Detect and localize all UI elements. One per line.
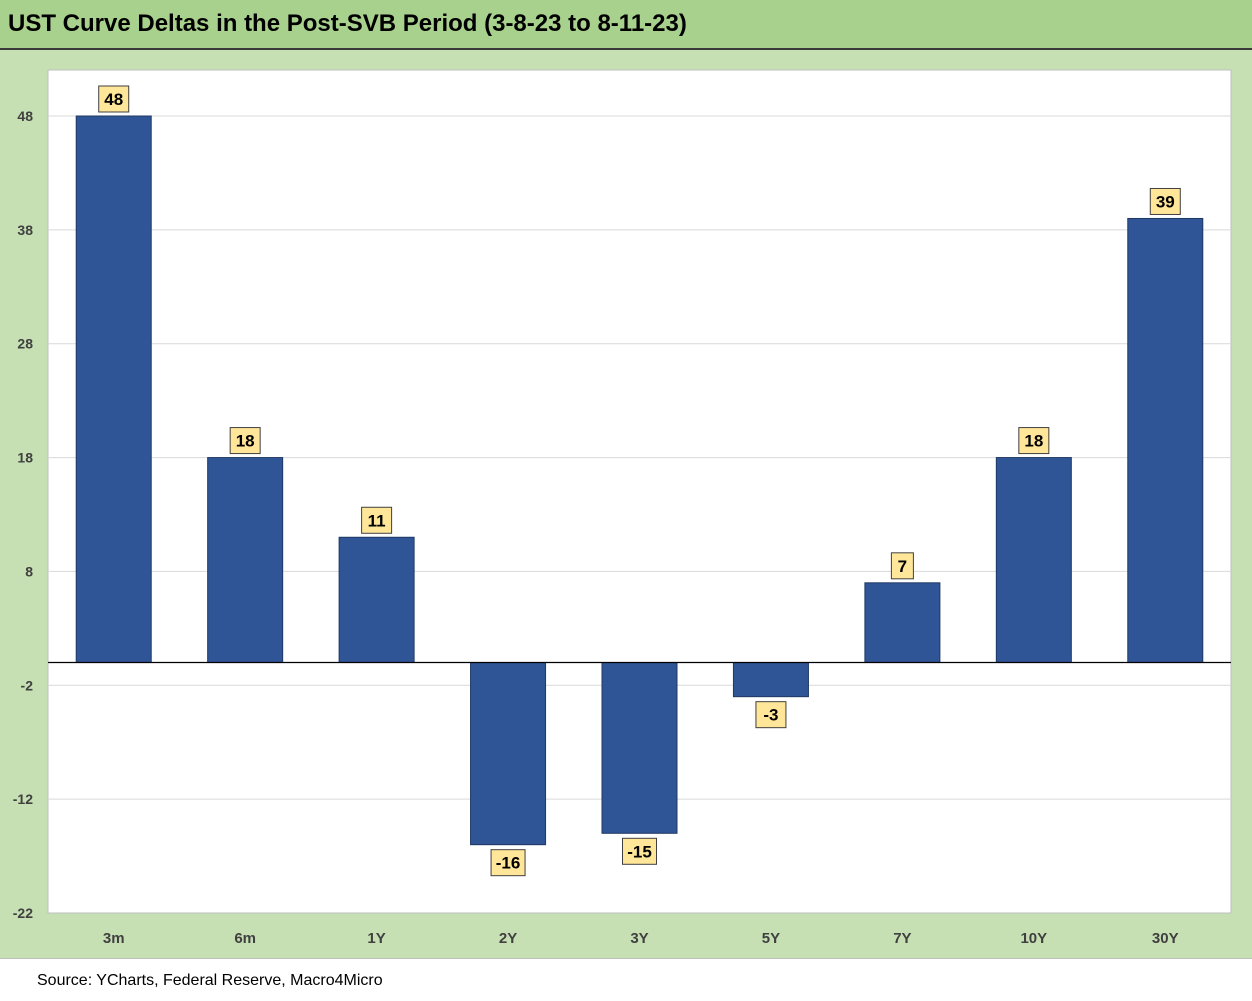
x-tick-label: 1Y [367, 930, 385, 947]
data-label: -16 [496, 854, 521, 873]
title-bar: UST Curve Deltas in the Post-SVB Period … [0, 0, 1252, 50]
data-label: 7 [898, 557, 907, 576]
x-tick-label: 3Y [630, 930, 648, 947]
bar-5Y [732, 662, 809, 698]
data-label: 18 [1024, 432, 1043, 451]
bar-6m [207, 457, 284, 664]
data-label-box [1149, 187, 1181, 215]
data-label-box [622, 837, 657, 865]
y-tick-label: 18 [17, 450, 33, 466]
bar-3Y [601, 662, 678, 834]
bars [75, 115, 1204, 846]
x-tick-label: 10Y [1020, 930, 1047, 947]
chart-title: UST Curve Deltas in the Post-SVB Period … [8, 10, 687, 37]
data-label-box [229, 427, 261, 455]
y-tick-label: -2 [21, 677, 34, 693]
data-label: 39 [1156, 192, 1175, 211]
y-tick-label: 38 [17, 222, 33, 238]
data-label-box [98, 85, 130, 113]
x-tick-label: 2Y [499, 930, 517, 947]
data-label-box [490, 849, 526, 877]
y-tick-label: 48 [17, 108, 33, 124]
source-bar: Source: YCharts, Federal Reserve, Macro4… [0, 958, 1252, 1001]
data-label: 48 [104, 90, 123, 109]
y-tick-label: -12 [13, 791, 33, 807]
data-label: 18 [236, 432, 255, 451]
bar-10Y [995, 457, 1072, 664]
data-label-box [1018, 427, 1050, 455]
x-tick-label: 3m [103, 930, 125, 947]
data-label-box [890, 552, 914, 580]
bar-3m [75, 115, 152, 664]
bar-chart: 48 38 28 18 8 -2 -12 -22 48 18 11 -16 -15 -3 7 18 39 3m… [13, 69, 1232, 947]
data-labels: 48 18 11 -16 -15 -3 7 18 39 [98, 85, 1181, 877]
data-label: -3 [763, 706, 778, 725]
x-tick-label: 5Y [762, 930, 780, 947]
x-tick-label: 30Y [1152, 930, 1179, 947]
bar-7Y [864, 582, 941, 664]
source-note: Source: YCharts, Federal Reserve, Macro4… [37, 972, 383, 989]
y-tick-label: 8 [25, 563, 33, 579]
x-axis: 3m 6m 1Y 2Y 3Y 5Y 7Y 10Y 30Y [103, 930, 1179, 947]
bar-30Y [1127, 217, 1204, 664]
data-label-box [755, 701, 787, 729]
bar-1Y [338, 536, 415, 664]
x-tick-label: 6m [234, 930, 256, 947]
data-label-box [361, 506, 393, 534]
y-tick-label: 28 [17, 336, 33, 352]
data-label: -15 [627, 842, 652, 861]
x-tick-label: 7Y [893, 930, 911, 947]
bar-2Y [470, 662, 547, 846]
chart-area: 48 38 28 18 8 -2 -12 -22 48 18 11 -16 -15 -3 7 18 39 3m… [0, 50, 1252, 958]
y-tick-label: -22 [13, 905, 33, 921]
data-label: 11 [368, 511, 386, 530]
y-axis: 48 38 28 18 8 -2 -12 -22 [13, 108, 33, 921]
